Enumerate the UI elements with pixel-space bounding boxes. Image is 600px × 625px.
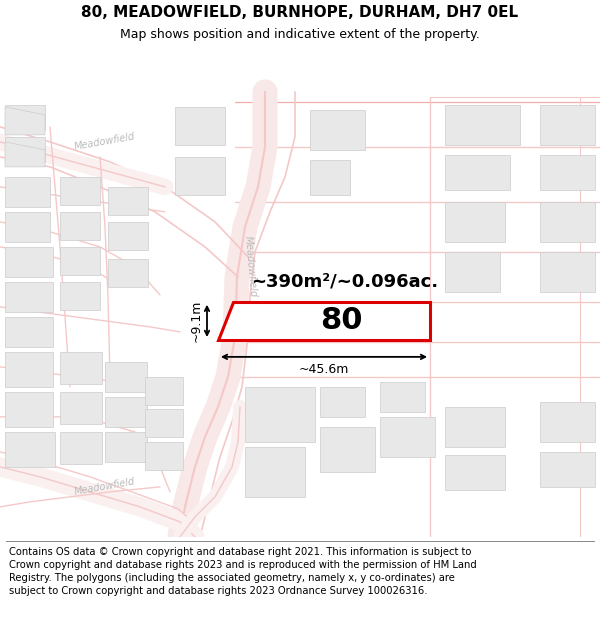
Text: 80, MEADOWFIELD, BURNHOPE, DURHAM, DH7 0EL: 80, MEADOWFIELD, BURNHOPE, DURHAM, DH7 0… bbox=[82, 5, 518, 20]
Bar bbox=[60, 432, 102, 464]
Bar bbox=[540, 202, 595, 242]
Bar bbox=[5, 212, 50, 242]
Bar bbox=[540, 155, 595, 190]
Bar bbox=[310, 160, 350, 195]
Bar bbox=[105, 362, 147, 392]
Text: ~9.1m: ~9.1m bbox=[190, 299, 203, 342]
Bar bbox=[445, 105, 520, 145]
Bar bbox=[60, 282, 100, 310]
Bar bbox=[310, 110, 365, 150]
Bar bbox=[380, 417, 435, 457]
Bar bbox=[5, 177, 50, 207]
Bar bbox=[320, 427, 375, 472]
Bar bbox=[320, 387, 365, 417]
Polygon shape bbox=[218, 302, 430, 340]
Text: Meadowfield: Meadowfield bbox=[242, 236, 257, 298]
Bar bbox=[445, 455, 505, 490]
Polygon shape bbox=[5, 142, 45, 167]
Bar bbox=[175, 107, 225, 145]
Bar bbox=[105, 397, 147, 427]
Bar bbox=[145, 377, 183, 405]
Bar bbox=[5, 282, 53, 312]
Bar bbox=[445, 252, 500, 292]
Bar bbox=[540, 252, 595, 292]
Bar bbox=[175, 157, 225, 195]
Bar bbox=[380, 382, 425, 412]
Bar bbox=[445, 155, 510, 190]
Bar bbox=[540, 105, 595, 145]
Bar bbox=[108, 187, 148, 215]
Text: Map shows position and indicative extent of the property.: Map shows position and indicative extent… bbox=[120, 28, 480, 41]
Bar bbox=[105, 432, 147, 462]
Bar bbox=[445, 407, 505, 447]
Text: Meadowfield: Meadowfield bbox=[74, 477, 136, 497]
Bar bbox=[445, 202, 505, 242]
Bar bbox=[245, 447, 305, 497]
Bar bbox=[5, 105, 45, 130]
Bar bbox=[5, 317, 53, 347]
Bar bbox=[5, 432, 55, 467]
Bar bbox=[5, 137, 45, 162]
Text: Contains OS data © Crown copyright and database right 2021. This information is : Contains OS data © Crown copyright and d… bbox=[9, 548, 477, 596]
Bar bbox=[60, 247, 100, 275]
Bar bbox=[60, 392, 102, 424]
Bar bbox=[60, 212, 100, 240]
Text: ~390m²/~0.096ac.: ~390m²/~0.096ac. bbox=[251, 273, 439, 291]
Bar bbox=[108, 222, 148, 250]
Bar bbox=[540, 452, 595, 487]
Bar bbox=[245, 387, 315, 442]
Text: 80: 80 bbox=[320, 306, 363, 336]
Bar bbox=[108, 259, 148, 287]
Text: Meadowfield: Meadowfield bbox=[74, 132, 136, 152]
Text: ~45.6m: ~45.6m bbox=[299, 363, 349, 376]
Bar bbox=[5, 392, 53, 427]
Bar bbox=[145, 409, 183, 437]
Bar bbox=[60, 352, 102, 384]
Bar bbox=[5, 352, 53, 387]
Bar bbox=[145, 442, 183, 470]
Bar bbox=[5, 247, 53, 277]
Bar bbox=[60, 177, 100, 205]
Bar bbox=[540, 402, 595, 442]
Polygon shape bbox=[5, 107, 45, 135]
